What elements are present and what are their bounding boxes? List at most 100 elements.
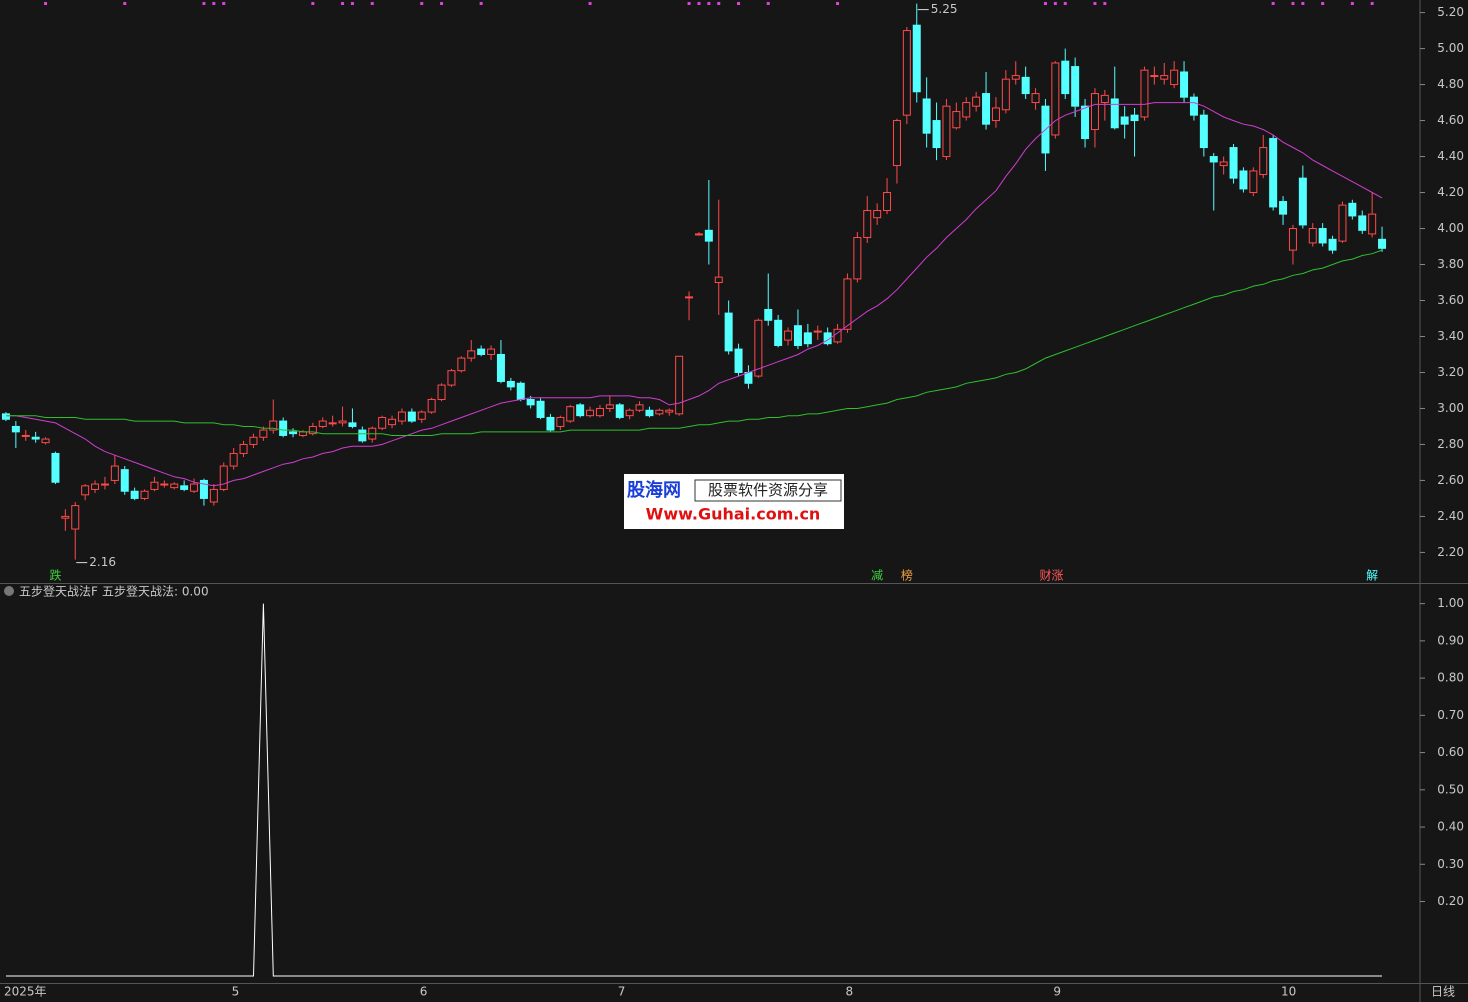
candle-body <box>843 278 852 330</box>
candle-body <box>793 325 802 346</box>
candle-body <box>803 332 812 345</box>
y-tick-label: 4.60 <box>1437 113 1464 127</box>
candle-body <box>397 411 406 422</box>
candle-body <box>1110 98 1119 129</box>
top-marker <box>350 2 354 5</box>
candle-body <box>991 107 1000 122</box>
candle-body <box>91 483 100 490</box>
candle-body <box>407 411 416 422</box>
indicator-name: 五步登天战法F <box>19 584 98 599</box>
candle-body <box>1140 69 1149 118</box>
candle-body <box>595 407 604 417</box>
y-tick-label: 3.00 <box>1437 401 1464 415</box>
candle-body <box>714 276 723 284</box>
candle-body <box>269 420 278 431</box>
candle-body <box>635 404 644 411</box>
y-tick-label: 0.80 <box>1437 671 1464 685</box>
candle-body <box>358 429 367 442</box>
candle-body <box>1100 94 1109 104</box>
top-marker <box>202 2 206 5</box>
candle-body <box>190 483 199 492</box>
top-marker <box>836 2 840 5</box>
candle-body <box>744 371 753 384</box>
candle-body <box>1071 66 1080 107</box>
candle-body <box>180 485 189 490</box>
moving-average <box>6 102 1383 487</box>
candle-body <box>1378 238 1387 249</box>
candle-body <box>487 348 496 355</box>
indicator-line <box>6 603 1382 977</box>
top-marker <box>1350 2 1354 5</box>
candle-body <box>1269 138 1278 208</box>
signal-label: 减 <box>871 569 883 583</box>
candle-body <box>883 192 892 212</box>
candle-body <box>586 409 595 417</box>
candle-body <box>1348 202 1357 217</box>
top-marker <box>1370 2 1374 5</box>
candle-body <box>942 105 951 158</box>
top-marker <box>1053 2 1057 5</box>
candle-body <box>71 505 80 530</box>
candle-body <box>932 120 941 149</box>
candle-body <box>764 308 773 321</box>
candle-body <box>1199 114 1208 149</box>
y-tick-label: 0.20 <box>1437 894 1464 908</box>
top-marker <box>479 2 483 5</box>
top-marker <box>222 2 226 5</box>
top-marker <box>1103 2 1107 5</box>
candle-body <box>1358 215 1367 231</box>
indicator-value: 五步登天战法: 0.00 <box>102 584 209 599</box>
y-tick-label: 4.80 <box>1437 77 1464 91</box>
candle-body <box>496 353 505 382</box>
candle-body <box>1259 147 1268 176</box>
y-tick-label: 2.40 <box>1437 509 1464 523</box>
candle-body <box>694 233 703 236</box>
candle-body <box>863 210 872 239</box>
top-marker <box>697 2 701 5</box>
candle-body <box>1249 170 1258 194</box>
candle-body <box>892 120 901 167</box>
candle-body <box>1160 75 1169 80</box>
candle-body <box>1338 204 1347 242</box>
candle-body <box>962 102 971 118</box>
candle-body <box>566 406 575 422</box>
candle-body <box>1239 170 1248 190</box>
top-marker <box>1291 2 1295 5</box>
candle-body <box>259 429 268 438</box>
candle-body <box>427 398 436 413</box>
signal-label: 跌 <box>49 568 61 583</box>
candle-body <box>912 24 921 93</box>
top-marker <box>44 2 48 5</box>
candle-body <box>655 409 664 415</box>
signal-label: 榜 <box>901 568 913 583</box>
y-tick-label: 2.80 <box>1437 437 1464 451</box>
candle-body <box>1001 78 1010 111</box>
top-marker <box>420 2 424 5</box>
candle-body <box>734 348 743 373</box>
candle-body <box>1021 76 1030 95</box>
candle-body <box>546 416 555 431</box>
candle-body <box>922 98 931 134</box>
top-marker <box>370 2 374 5</box>
period-label[interactable]: 日线 <box>1431 985 1455 999</box>
candle-body <box>21 434 30 437</box>
top-marker <box>1301 2 1305 5</box>
candle-body <box>378 416 387 429</box>
candle-body <box>813 330 822 333</box>
candle-body <box>902 30 911 116</box>
candle-body <box>506 380 515 388</box>
candle-body <box>1318 228 1327 244</box>
candle-body <box>140 490 149 499</box>
candle-body <box>81 485 90 496</box>
top-marker <box>1043 2 1047 5</box>
candle-body <box>199 479 208 499</box>
candle-body <box>1189 96 1198 116</box>
signal-label: 财涨 <box>1039 568 1063 583</box>
y-tick-label: 5.00 <box>1437 41 1464 55</box>
candle-body <box>1150 75 1159 78</box>
indicator-toggle[interactable] <box>4 586 14 596</box>
top-marker <box>707 2 711 5</box>
candle-body <box>249 436 258 445</box>
y-tick-label: 4.20 <box>1437 185 1464 199</box>
